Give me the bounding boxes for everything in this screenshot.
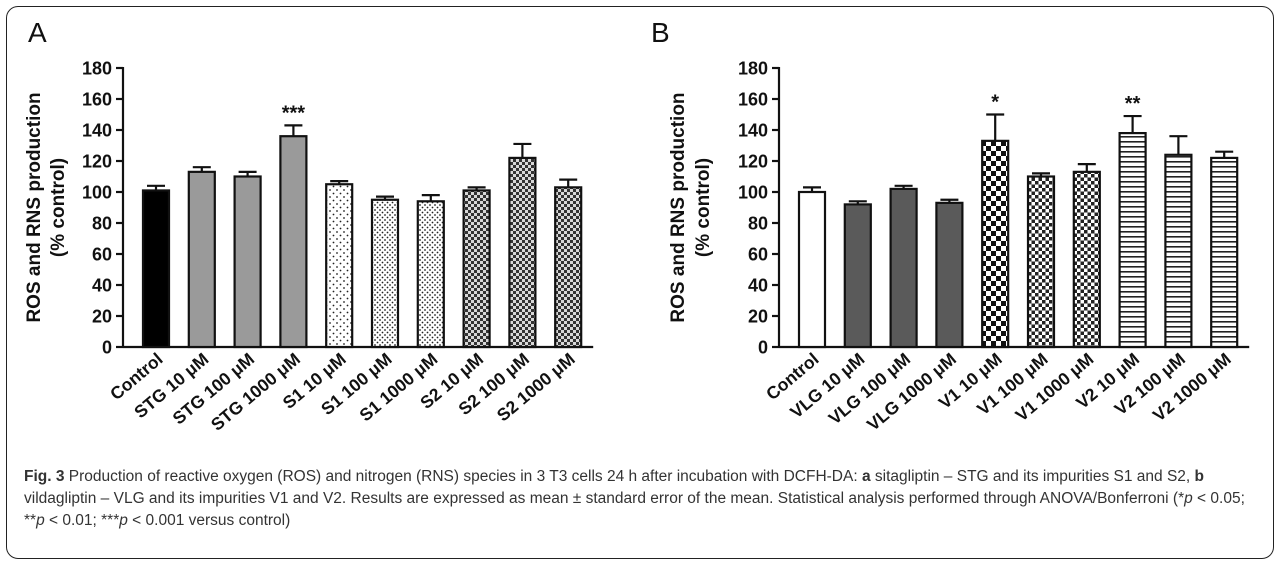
- bars-b: * **: [797, 92, 1239, 349]
- y-tick-label: 120: [738, 152, 768, 172]
- caption-part: b: [1194, 468, 1204, 485]
- bar: [843, 203, 872, 349]
- panel-label-a: A: [28, 17, 47, 48]
- y-axis-label-a: ROS and RNS production (% control): [24, 92, 69, 322]
- y-tick-label: 40: [92, 276, 112, 296]
- y-tick-label: 100: [738, 183, 768, 203]
- y-tick-label: 160: [82, 90, 112, 110]
- y-tick-label: 80: [92, 214, 112, 234]
- y-tick-label: 120: [82, 152, 112, 172]
- bar: [462, 189, 491, 349]
- bar: [508, 156, 537, 349]
- caption-part: p: [36, 512, 45, 529]
- bar: [1210, 156, 1239, 349]
- y-tick-label: 60: [92, 245, 112, 265]
- y-tick-label: 80: [748, 214, 768, 234]
- caption-part: p: [119, 512, 128, 529]
- bars-a: ***: [141, 102, 583, 349]
- figure-panels: A ROS and RNS production (% control) 0204…: [24, 17, 1250, 435]
- panel-a: A ROS and RNS production (% control) 0 20 4…: [24, 17, 594, 435]
- bar: [1026, 175, 1056, 349]
- y-tick-label: 60: [748, 245, 768, 265]
- bar: [889, 187, 918, 349]
- y-axis-label-line: (% control): [48, 158, 69, 257]
- figure-number: Fig. 3: [24, 468, 65, 485]
- bar: [1072, 170, 1101, 349]
- bar: [797, 190, 827, 349]
- bar: [1118, 131, 1147, 349]
- bar: [141, 189, 171, 349]
- caption-part: p: [1184, 490, 1193, 507]
- y-tick-label: 20: [748, 307, 768, 327]
- y-axis-label-line: ROS and RNS production: [24, 92, 45, 322]
- significance-marker: **: [1125, 93, 1141, 115]
- bar: [325, 183, 354, 349]
- bar: [554, 186, 583, 349]
- y-axis-label-line: (% control): [693, 158, 714, 257]
- panel-b: B ROS and RNS production (% control) 0 20 4…: [651, 17, 1250, 435]
- bar: [935, 201, 964, 349]
- caption-part: < 0.001 versus control): [127, 512, 291, 529]
- y-tick-label: 180: [82, 59, 112, 79]
- y-axis-label-line: ROS and RNS production: [668, 92, 689, 322]
- y-tick-label: 140: [82, 121, 112, 141]
- significance-marker: *: [991, 92, 999, 114]
- caption-part: a: [861, 468, 871, 485]
- y-tick-label: 0: [758, 338, 768, 358]
- panel-label-b: B: [651, 17, 670, 48]
- bar: [233, 175, 262, 349]
- bar: [981, 139, 1010, 349]
- y-tick-label: 100: [82, 183, 112, 203]
- caption-part: < 0.05; **: [24, 490, 1245, 529]
- significance-marker: ***: [282, 102, 306, 124]
- y-tick-label: 0: [102, 338, 112, 358]
- bar: [187, 170, 216, 349]
- figure-frame: [6, 6, 1274, 559]
- y-axis-label-b: ROS and RNS production (% control): [668, 92, 714, 322]
- bar: [1164, 153, 1193, 349]
- bar: [279, 135, 308, 349]
- caption-text: Production of reactive oxygen (ROS) and …: [24, 468, 1245, 529]
- caption-part: Production of reactive oxygen (ROS) and …: [64, 468, 862, 485]
- caption-part: vildagliptin – VLG and its impurities V1…: [24, 490, 1185, 507]
- bar: [416, 200, 445, 349]
- y-tick-label: 140: [738, 121, 768, 141]
- caption-part: sitagliptin – STG and its impurities S1 …: [870, 468, 1195, 485]
- y-tick-label: 40: [748, 276, 768, 296]
- y-tick-label: 20: [92, 307, 112, 327]
- figure-caption: Fig. 3 Production of reactive oxygen (RO…: [24, 466, 1260, 532]
- bar: [370, 198, 400, 349]
- caption-part: < 0.01; ***: [44, 512, 120, 529]
- y-tick-label: 160: [738, 90, 768, 110]
- y-tick-label: 180: [738, 59, 768, 79]
